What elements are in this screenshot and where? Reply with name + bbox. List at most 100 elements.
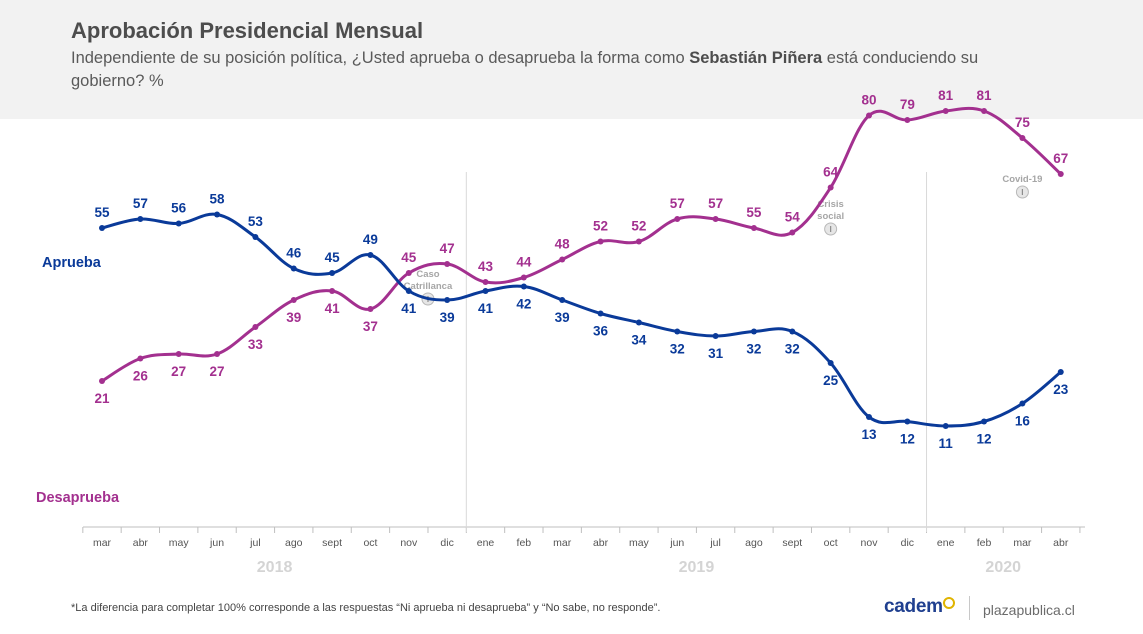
desaprueba-data-label: 81	[938, 88, 954, 103]
aprueba-point	[405, 288, 412, 294]
desaprueba-point	[981, 108, 988, 114]
desaprueba-point	[214, 351, 221, 357]
page-subtitle: Independiente de su posición política, ¿…	[71, 47, 1051, 93]
subtitle-bold-name: Sebastián Piñera	[689, 49, 823, 67]
desaprueba-point	[482, 279, 489, 285]
aprueba-point	[1057, 369, 1064, 375]
aprueba-point	[559, 297, 566, 303]
aprueba-data-label: 42	[516, 297, 531, 312]
desaprueba-data-label: 67	[1053, 151, 1068, 166]
event-label: social	[817, 211, 844, 222]
x-tick-label: abr	[1053, 537, 1069, 549]
x-tick-label: mar	[93, 537, 112, 549]
site-url: plazapublica.cl	[983, 602, 1075, 618]
x-tick-label: mar	[1013, 537, 1032, 549]
desaprueba-data-label: 57	[708, 196, 723, 211]
x-tick-label: jul	[249, 537, 261, 549]
aprueba-point	[252, 234, 259, 240]
aprueba-data-label: 41	[401, 301, 417, 316]
aprueba-point	[597, 310, 604, 317]
desaprueba-point	[789, 229, 796, 236]
x-tick-label: may	[629, 537, 650, 549]
desaprueba-data-label: 57	[670, 196, 685, 211]
desaprueba-series-line	[100, 106, 1063, 383]
aprueba-point	[827, 360, 834, 366]
desaprueba-data-label: 75	[1015, 115, 1031, 130]
desaprueba-data-label: 79	[900, 97, 915, 112]
aprueba-point	[674, 328, 681, 335]
aprueba-data-label: 23	[1053, 382, 1069, 397]
desaprueba-point	[559, 256, 566, 263]
x-tick-label: ene	[477, 537, 495, 549]
x-tick-label: nov	[400, 537, 418, 549]
desaprueba-data-label: 39	[286, 310, 301, 325]
aprueba-data-label: 12	[977, 432, 992, 447]
aprueba-data-label: 32	[785, 342, 800, 357]
aprueba-data-label: 13	[861, 427, 877, 442]
aprueba-data-label: 55	[94, 205, 110, 220]
desaprueba-data-label: 52	[593, 219, 608, 234]
page-title: Aprobación Presidencial Mensual	[71, 18, 424, 43]
subtitle-text-start: Independiente de su posición política, ¿…	[71, 49, 690, 67]
x-tick-label: mar	[553, 537, 572, 549]
desaprueba-data-label: 80	[861, 93, 876, 108]
aprueba-point	[981, 418, 988, 425]
desaprueba-data-label: 37	[363, 319, 378, 334]
desaprueba-point	[520, 274, 527, 281]
desaprueba-point	[635, 238, 642, 245]
desaprueba-data-label: 33	[248, 337, 264, 352]
desaprueba-data-label: 48	[555, 237, 571, 252]
event-label: Covid-19	[1002, 174, 1042, 185]
aprueba-point	[712, 333, 719, 339]
aprueba-point	[635, 319, 642, 326]
desaprueba-data-label: 21	[94, 391, 110, 406]
aprueba-data-label: 12	[900, 432, 915, 447]
event-label: Catrillanca	[404, 281, 453, 292]
year-label: 2018	[257, 559, 293, 576]
aprueba-data-label: 49	[363, 232, 378, 247]
aprueba-data-label: 34	[631, 333, 647, 348]
aprueba-point	[214, 211, 221, 218]
aprueba-point	[482, 288, 489, 294]
aprueba-point	[789, 328, 796, 335]
x-tick-label: dic	[901, 537, 914, 549]
aprueba-point	[750, 328, 757, 335]
logo-ring-icon	[942, 597, 955, 609]
aprueba-data-label: 31	[708, 346, 724, 361]
x-tick-label: may	[169, 537, 190, 549]
desaprueba-data-label: 55	[746, 205, 762, 220]
footnote: *La diferencia para completar 100% corre…	[71, 602, 661, 614]
desaprueba-point	[1019, 135, 1026, 141]
desaprueba-point	[367, 306, 374, 312]
desaprueba-point	[137, 355, 144, 362]
legend-aprueba: Aprueba	[42, 255, 102, 271]
x-tick-label: sept	[322, 537, 342, 549]
event-label: Crisis	[817, 199, 843, 210]
desaprueba-data-label: 27	[210, 364, 225, 379]
aprueba-point	[329, 270, 336, 276]
aprueba-data-label: 56	[171, 201, 187, 216]
desaprueba-data-label: 54	[785, 210, 801, 225]
year-label: 2019	[679, 559, 715, 576]
desaprueba-point	[674, 216, 681, 222]
aprueba-point	[137, 216, 144, 222]
aprueba-data-label: 53	[248, 214, 264, 229]
aprueba-point	[1019, 400, 1026, 407]
aprueba-data-label: 39	[440, 310, 455, 325]
x-tick-label: ene	[937, 537, 955, 549]
desaprueba-point	[712, 216, 719, 222]
desaprueba-data-label: 81	[977, 88, 993, 103]
x-tick-label: ago	[285, 537, 303, 549]
desaprueba-point	[866, 112, 872, 119]
aprueba-point	[367, 252, 374, 258]
aprueba-point	[866, 414, 872, 420]
aprueba-point	[904, 418, 911, 425]
x-tick-label: abr	[133, 537, 149, 549]
brand-name: cadem	[884, 596, 943, 617]
desaprueba-data-label: 44	[516, 255, 532, 270]
x-tick-label: nov	[861, 537, 879, 549]
aprueba-data-label: 25	[823, 373, 839, 388]
desaprueba-point	[750, 225, 757, 231]
aprueba-point	[99, 225, 105, 231]
x-tick-label: oct	[824, 537, 838, 549]
